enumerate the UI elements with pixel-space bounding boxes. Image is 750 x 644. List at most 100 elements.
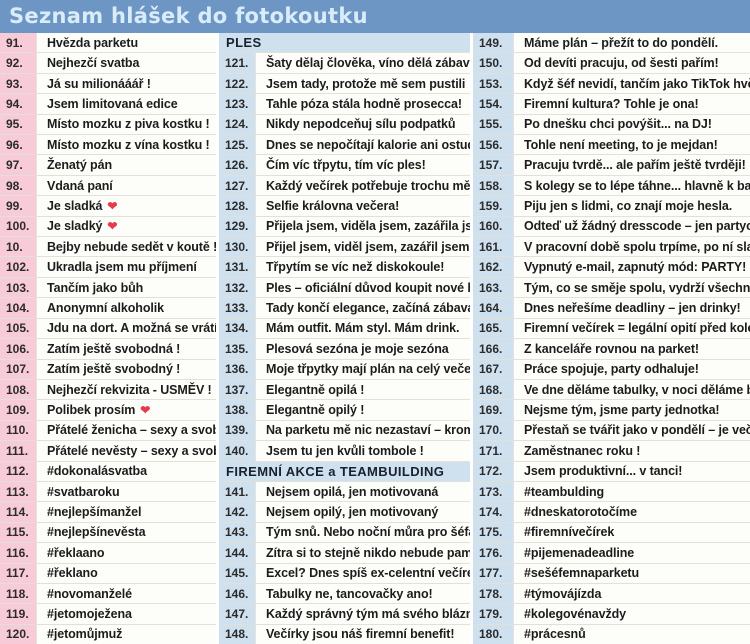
phrase-row: 94. Jsem limitovaná edice xyxy=(0,94,216,115)
phrase-row: 103. Tančím jako bůh xyxy=(0,277,216,299)
row-number: 118. xyxy=(0,583,36,604)
row-text: Jsem tady, protože mě sem pustili xyxy=(255,73,470,94)
row-text: #jetomoježena xyxy=(36,604,216,624)
phrase-row: 118. #novomanželé xyxy=(0,583,216,605)
phrase-row: 129. Přijela jsem, viděla jsem, zazářila … xyxy=(219,216,470,238)
row-number: 104. xyxy=(0,298,36,318)
row-number: 180. xyxy=(473,624,513,644)
row-number: 166. xyxy=(473,339,513,359)
row-text: Firemní večírek = legální opití před kol… xyxy=(513,318,750,339)
phrase-row: 176. #pijemenadeadline xyxy=(473,543,750,564)
row-number: 114. xyxy=(0,502,36,522)
phrase-row: 138. Elegantně opilý ! xyxy=(219,400,470,421)
row-text: Práce spojuje, party odhaluje! xyxy=(513,359,750,379)
phrase-row: 140. Jsem tu jen kvůli tombole ! xyxy=(219,441,470,462)
row-number: 113. xyxy=(0,481,36,502)
row-number: 105. xyxy=(0,318,36,339)
row-text: Tady končí elegance, začíná zábava! xyxy=(255,298,470,318)
row-number: 103. xyxy=(0,277,36,298)
phrase-row: 106. Zatím ještě svobodná ! xyxy=(0,339,216,360)
row-number: 119. xyxy=(0,604,36,624)
phrase-row: 161. V pracovní době spolu trpíme, po ní … xyxy=(473,237,750,258)
row-number: 179. xyxy=(473,604,513,624)
row-text: #jetomůjmuž xyxy=(36,624,216,644)
row-text: Je sladký ❤ xyxy=(36,216,216,237)
row-number: 108. xyxy=(0,379,36,400)
section-header: FIREMNÍ AKCE a TEAMBUILDING xyxy=(219,461,470,482)
row-text: Zatím ještě svobodná ! xyxy=(36,339,216,359)
phrase-row: 180. #prácesnů xyxy=(473,624,750,644)
phrase-row: 164. Dnes neřešíme deadliny – jen drinky! xyxy=(473,298,750,319)
row-text: Večírky jsou náš firemní benefit! xyxy=(255,624,470,644)
row-text: Mám outfit. Mám styl. Mám drink. xyxy=(255,318,470,339)
row-number: 111. xyxy=(0,441,36,461)
phrase-row: 166. Z kanceláře rovnou na parket! xyxy=(473,339,750,360)
phrase-row: 127. Každý večírek potřebuje trochu mě! xyxy=(219,175,470,197)
row-text: #teambulding xyxy=(513,481,750,502)
row-text: #dneskatorotočíme xyxy=(513,502,750,522)
row-text: Nejsem opilá, jen motivovaná xyxy=(255,481,470,502)
phrase-row: 165. Firemní večírek = legální opití před… xyxy=(473,318,750,340)
row-number: 146. xyxy=(219,583,255,604)
row-number: 95. xyxy=(0,114,36,135)
row-text: Každý večírek potřebuje trochu mě! xyxy=(255,175,470,196)
phrase-row: 141. Nejsem opilá, jen motivovaná xyxy=(219,481,470,503)
phrase-row: 171. Zaměstnanec roku ! xyxy=(473,441,750,462)
page-title: Seznam hlášek do fotokoutku xyxy=(9,4,368,28)
row-text: Vypnutý e-mail, zapnutý mód: PARTY! xyxy=(513,257,750,277)
phrase-row: 104. Anonymní alkoholik xyxy=(0,298,216,319)
row-text: Ženatý pán xyxy=(36,155,216,175)
row-number: 136. xyxy=(219,359,255,379)
phrase-row: 91. Hvězda parketu xyxy=(0,33,216,54)
phrase-row: 119. #jetomoježena xyxy=(0,604,216,625)
row-text: Přátelé nevěsty – sexy a svobodní! xyxy=(36,441,216,461)
phrase-row: 169. Nejsme tým, jsme party jednotka! xyxy=(473,400,750,421)
row-number: 120. xyxy=(0,624,36,644)
row-text: #pijemenadeadline xyxy=(513,543,750,563)
row-text: Máme plán – přežít to do pondělí. xyxy=(513,33,750,53)
row-number: 171. xyxy=(473,441,513,461)
row-text: Na parketu mě nic nezastaví – kromě pádu… xyxy=(255,420,470,441)
row-number: 177. xyxy=(473,563,513,583)
row-number: 94. xyxy=(0,94,36,114)
row-text: Přestaň se tvářit jako v pondělí – je ve… xyxy=(513,420,750,441)
row-text: #sešéfemnaparketu xyxy=(513,563,750,583)
row-text: Přátelé ženicha – sexy a svobodní! xyxy=(36,420,216,441)
row-text: Tančím jako bůh xyxy=(36,277,216,298)
row-text: Šaty dělaj člověka, víno dělá zábavu xyxy=(255,53,470,73)
row-text: Dnes neřešíme deadliny – jen drinky! xyxy=(513,298,750,318)
row-number: 121. xyxy=(219,53,255,73)
phrase-row: 135. Plesová sezóna je moje sezóna xyxy=(219,339,470,360)
row-text: Čím víc třpytu, tím víc ples! xyxy=(255,155,470,175)
row-number: 172. xyxy=(473,461,513,481)
phrase-row: 179. #kolegovénavždy xyxy=(473,604,750,625)
phrase-row: 134. Mám outfit. Mám styl. Mám drink. xyxy=(219,318,470,340)
row-number: 102. xyxy=(0,257,36,277)
phrase-row: 100. Je sladký ❤ xyxy=(0,216,216,238)
row-text: Excel? Dnes spíš ex-celentní večírek! xyxy=(255,563,470,583)
row-number: 168. xyxy=(473,379,513,400)
row-number: 132. xyxy=(219,277,255,298)
phrase-row: 137. Elegantně opilá ! xyxy=(219,379,470,401)
phrase-row: 133. Tady končí elegance, začíná zábava! xyxy=(219,298,470,319)
row-number: 161. xyxy=(473,237,513,257)
row-text: Jdu na dort. A možná se vrátím ! xyxy=(36,318,216,339)
phrase-row: 10. Bejby nebude sedět v koutě ! xyxy=(0,237,216,258)
row-number: 110. xyxy=(0,420,36,441)
phrase-row: 128. Selfie královna večera! xyxy=(219,196,470,217)
phrase-row: 92. Nejhezčí svatba xyxy=(0,53,216,74)
phrase-row: 121. Šaty dělaj člověka, víno dělá zábavu xyxy=(219,53,470,74)
phrase-row: 146. Tabulky ne, tancovačky ano! xyxy=(219,583,470,605)
phrase-row: 163. Tým, co se směje spolu, vydrží všech… xyxy=(473,277,750,299)
row-text: Nejhezčí svatba xyxy=(36,53,216,73)
phrase-row: 116. #řeklaano xyxy=(0,543,216,564)
row-text: Přijel jsem, viděl jsem, zazářil jsem! xyxy=(255,237,470,257)
phrase-row: 158. S kolegy se to lépe táhne... hlavně … xyxy=(473,175,750,197)
phrase-row: 177. #sešéfemnaparketu xyxy=(473,563,750,584)
phrase-row: 110.Přátelé ženicha – sexy a svobodní! xyxy=(0,420,216,442)
phrase-row: 120. #jetomůjmuž xyxy=(0,624,216,644)
phrase-row: 124. Nikdy nepodceňuj sílu podpatků xyxy=(219,114,470,136)
row-text: Nejsme tým, jsme party jednotka! xyxy=(513,400,750,420)
phrase-row: 156. Tohle není meeting, to je mejdan! xyxy=(473,135,750,156)
row-text: Z kanceláře rovnou na parket! xyxy=(513,339,750,359)
